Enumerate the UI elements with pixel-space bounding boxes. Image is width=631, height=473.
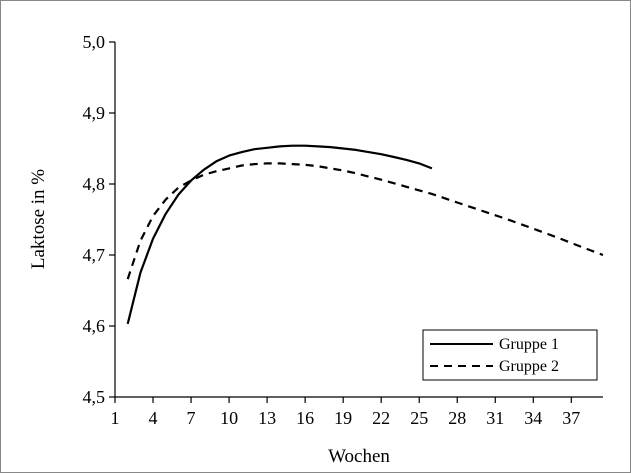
x-axis-label: Wochen	[328, 446, 390, 467]
series-line-gruppe-2	[126, 162, 604, 280]
y-tick-label: 4,5	[83, 387, 106, 407]
y-tick-label: 4,7	[83, 245, 106, 265]
x-tick-label: 13	[258, 408, 276, 428]
x-tick-label: 31	[486, 408, 504, 428]
y-ticks: 4,5 4,6 4,7 4,8 4,9 5,0	[83, 32, 115, 407]
x-tick-label: 34	[524, 408, 542, 428]
y-tick-label: 4,8	[83, 174, 106, 194]
x-ticks: 1 4 7 10 13 16 19 22 25 28 31 34 37	[111, 397, 580, 428]
x-tick-label: 1	[111, 408, 120, 428]
legend: Gruppe 1 Gruppe 2	[422, 329, 598, 381]
x-tick-label: 10	[220, 408, 238, 428]
y-axis-label: Laktose in %	[28, 169, 49, 269]
legend-label-gruppe-2: Gruppe 2	[499, 358, 559, 375]
x-tick-label: 19	[334, 408, 352, 428]
series-line-gruppe-1	[126, 144, 433, 325]
y-tick-label: 4,6	[83, 316, 106, 336]
legend-label-gruppe-1: Gruppe 1	[499, 336, 559, 353]
x-tick-label: 7	[187, 408, 196, 428]
series-lines	[126, 144, 604, 325]
x-tick-label: 37	[562, 408, 580, 428]
y-tick-label: 5,0	[83, 32, 106, 52]
x-tick-label: 16	[296, 408, 314, 428]
x-tick-label: 22	[372, 408, 390, 428]
x-tick-label: 28	[448, 408, 466, 428]
x-tick-label: 4	[149, 408, 158, 428]
x-tick-label: 25	[410, 408, 428, 428]
y-tick-label: 4,9	[83, 103, 106, 123]
legend-box	[422, 329, 598, 381]
